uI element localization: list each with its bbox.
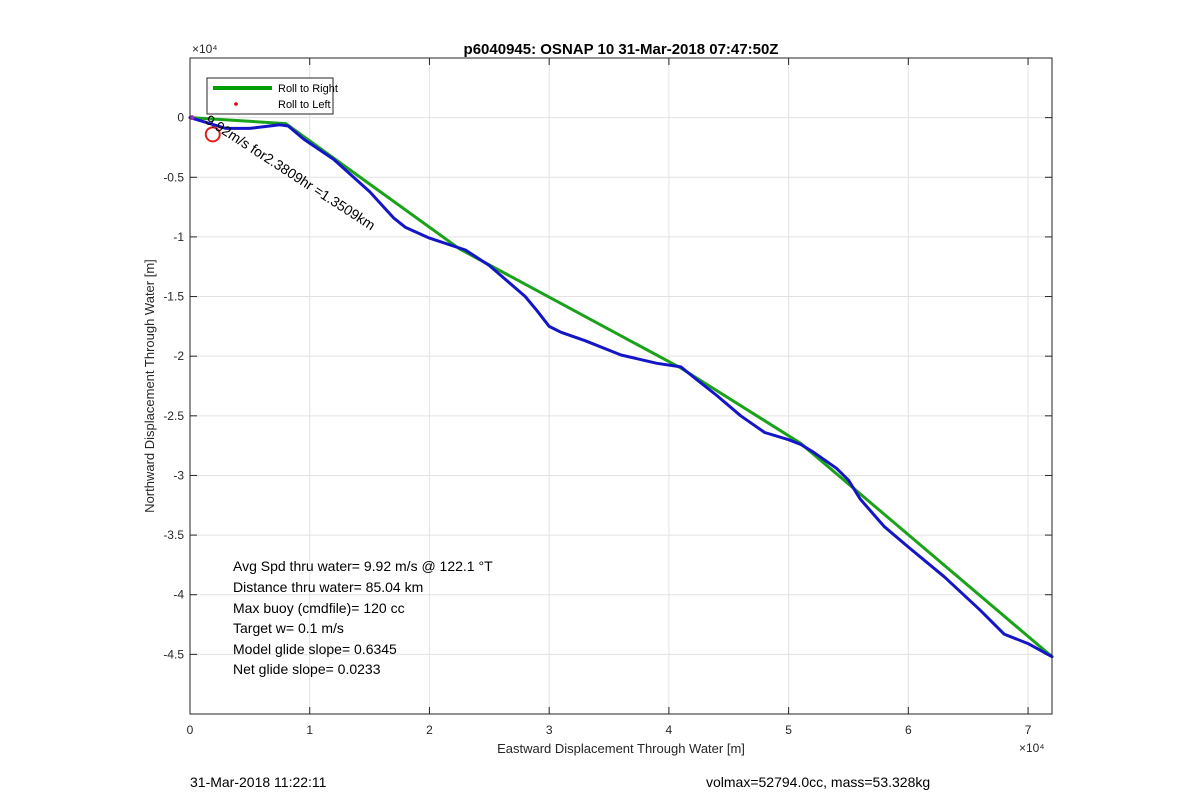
annotation-model-glide-slope: Model glide slope= 0.6345 bbox=[233, 641, 397, 657]
legend-label-roll-right: Roll to Right bbox=[278, 83, 338, 95]
y-axis-label: Northward Displacement Through Water [m] bbox=[142, 259, 157, 513]
y-tick-label: -2 bbox=[173, 349, 184, 363]
y-tick-label: -1 bbox=[173, 230, 184, 244]
x-tick-label: 1 bbox=[306, 723, 313, 737]
annotation-net-glide-slope: Net glide slope= 0.0233 bbox=[233, 661, 381, 677]
footer-timestamp: 31-Mar-2018 11:22:11 bbox=[190, 774, 327, 790]
x-tick-label: 4 bbox=[666, 723, 673, 737]
chart-title: p6040945: OSNAP 10 31-Mar-2018 07:47:50Z bbox=[464, 41, 779, 58]
footer-info: volmax=52794.0cc, mass=53.328kg bbox=[706, 774, 930, 790]
x-tick-label: 0 bbox=[187, 723, 194, 737]
y-tick-label: -3 bbox=[173, 468, 184, 482]
x-exponent-label: ×10⁴ bbox=[1019, 741, 1045, 755]
y-tick-label: -4 bbox=[173, 588, 184, 602]
annotation-max-buoy: Max buoy (cmdfile)= 120 cc bbox=[233, 600, 405, 616]
grid-lines bbox=[189, 58, 1052, 714]
marker-circle bbox=[204, 126, 221, 143]
y-tick-label: -4.5 bbox=[163, 647, 184, 661]
x-axis-label: Eastward Displacement Through Water [m] bbox=[497, 741, 745, 756]
x-tick-label: 5 bbox=[785, 723, 792, 737]
annotation-avg-speed: Avg Spd thru water= 9.92 m/s @ 122.1 °T bbox=[233, 558, 493, 574]
series-layer bbox=[188, 115, 1054, 659]
stats-annotations: Avg Spd thru water= 9.92 m/s @ 122.1 °T … bbox=[233, 558, 493, 677]
plot-frame bbox=[189, 57, 1053, 715]
y-tick-label: -0.5 bbox=[163, 170, 184, 184]
x-tick-label: 7 bbox=[1025, 723, 1032, 737]
legend-swatch-roll-left bbox=[234, 102, 238, 106]
legend: Roll to Right Roll to Left bbox=[206, 77, 338, 115]
annotation-distance: Distance thru water= 85.04 km bbox=[233, 579, 423, 595]
y-tick-label: -3.5 bbox=[163, 528, 184, 542]
y-tick-label: -1.5 bbox=[163, 290, 184, 304]
legend-label-roll-left: Roll to Left bbox=[278, 99, 331, 111]
legend-box bbox=[206, 77, 334, 115]
x-tick-label: 6 bbox=[905, 723, 912, 737]
start-marker bbox=[189, 115, 195, 121]
series-line-roll-right bbox=[188, 116, 1054, 659]
x-tick-label: 3 bbox=[546, 723, 553, 737]
y-tick-label: 0 bbox=[177, 111, 184, 125]
y-exponent-label: ×10⁴ bbox=[192, 42, 218, 56]
annotation-target-w: Target w= 0.1 m/s bbox=[233, 620, 344, 636]
series-line-track bbox=[188, 116, 1054, 659]
y-tick-label: -2.5 bbox=[163, 409, 184, 423]
x-tick-label: 2 bbox=[426, 723, 433, 737]
